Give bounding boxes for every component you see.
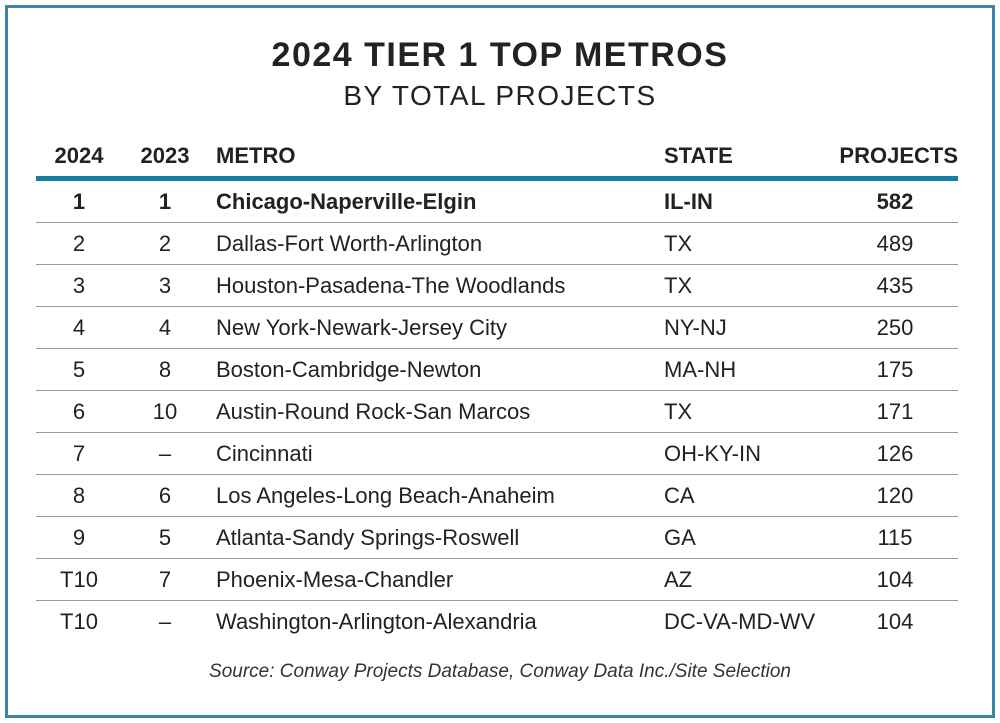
- rank-2024-cell: 6: [36, 390, 122, 433]
- state-cell: GA: [664, 516, 822, 559]
- rank-2024-cell: 5: [36, 348, 122, 391]
- projects-cell: 489: [822, 222, 958, 265]
- state-cell: TX: [664, 390, 822, 433]
- source-note: Source: Conway Projects Database, Conway…: [209, 661, 791, 682]
- rank-2024-cell: 3: [36, 264, 122, 307]
- rank-2023-cell: 6: [122, 474, 208, 517]
- table-row: 2 2 Dallas-Fort Worth-Arlington TX 489: [36, 222, 958, 265]
- rank-2024-cell: 7: [36, 432, 122, 475]
- metro-cell: Washington-Arlington-Alexandria: [216, 608, 537, 634]
- metro-cell: Cincinnati: [208, 432, 664, 475]
- rank-2024-cell: 1: [36, 178, 122, 223]
- state-cell: CA: [664, 474, 822, 517]
- rank-2023-cell: 5: [122, 516, 208, 559]
- metro-cell: New York-Newark-Jersey City: [208, 306, 664, 349]
- rank-2023-cell: 7: [122, 558, 208, 601]
- table-row: 1 1 Chicago-Naperville-Elgin IL-IN 582: [36, 178, 958, 223]
- projects-cell: 115: [822, 516, 958, 559]
- metro-cell: Boston-Cambridge-Newton: [208, 348, 664, 391]
- metro-cell: Chicago-Naperville-Elgin: [208, 178, 664, 223]
- table-row: T10 – Washington-Arlington-Alexandria DC-VA…: [36, 601, 958, 643]
- rank-2023-cell: 2: [122, 222, 208, 265]
- projects-cell: 104: [822, 558, 958, 601]
- projects-cell: 582: [822, 178, 958, 223]
- rank-2023-cell: 10: [122, 390, 208, 433]
- rank-2024-cell: T10: [36, 558, 122, 601]
- metro-cell: Los Angeles-Long Beach-Anaheim: [208, 474, 664, 517]
- table-row: 9 5 Atlanta-Sandy Springs-Roswell GA 115: [36, 516, 958, 559]
- column-header-metro: METRO: [216, 143, 296, 168]
- table-header-row: 2024 2023 METRO STATE PROJECTS: [36, 142, 958, 179]
- table-body: 1 1 Chicago-Naperville-Elgin IL-IN 582 2 2 Dall…: [36, 178, 958, 643]
- metro-cell: Phoenix-Mesa-Chandler: [208, 558, 664, 601]
- metro-cell: Atlanta-Sandy Springs-Roswell: [208, 516, 664, 559]
- projects-cell: 250: [822, 306, 958, 349]
- chart-title: 2024 TIER 1 TOP METROS: [271, 36, 729, 74]
- column-header-state: STATE: [664, 143, 733, 168]
- metro-cell: Dallas-Fort Worth-Arlington: [208, 222, 664, 265]
- state-cell: TX: [664, 264, 822, 307]
- state-cell: DC-VA-MD-WV: [664, 608, 816, 634]
- chart-subtitle: BY TOTAL PROJECTS: [343, 80, 657, 111]
- table-row: 3 3 Houston-Pasadena-The Woodlands TX 435: [36, 264, 958, 307]
- column-header-projects: PROJECTS: [839, 143, 958, 168]
- projects-cell: 171: [822, 390, 958, 433]
- projects-cell: 104: [876, 608, 914, 634]
- metro-cell: Austin-Round Rock-San Marcos: [208, 390, 664, 433]
- table-row: 4 4 New York-Newark-Jersey City NY-NJ 250: [36, 306, 958, 349]
- rank-2023-cell: 8: [122, 348, 208, 391]
- state-cell: IL-IN: [664, 178, 822, 223]
- state-cell: AZ: [664, 558, 822, 601]
- table-row: 6 10 Austin-Round Rock-San Marcos TX 171: [36, 390, 958, 433]
- rank-2023-cell: –: [122, 432, 208, 475]
- table-row: 7– Cincinnati OH-KY-IN 126: [36, 432, 958, 475]
- rank-2023-cell: 4: [122, 306, 208, 349]
- projects-cell: 120: [822, 474, 958, 517]
- state-cell: NY-NJ: [664, 306, 822, 349]
- rank-2023-cell: –: [158, 608, 172, 634]
- state-cell: TX: [664, 222, 822, 265]
- rank-2024-cell: T10: [60, 608, 98, 634]
- state-cell: MA-NH: [664, 348, 822, 391]
- projects-cell: 435: [822, 264, 958, 307]
- rank-2024-cell: 4: [36, 306, 122, 349]
- metros-table: 2024 2023 METRO STATE PROJECTS 1 1 Chicago…: [36, 142, 958, 642]
- table-row: 5 8 Boston-Cambridge-Newton MA-NH 175: [36, 348, 958, 391]
- state-cell: OH-KY-IN: [664, 432, 822, 475]
- column-header-2023: 2023: [140, 143, 190, 168]
- rank-2023-cell: 1: [122, 178, 208, 223]
- projects-cell: 175: [822, 348, 958, 391]
- rank-2024-cell: 2: [36, 222, 122, 265]
- table-row: T10 7 Phoenix-Mesa-Chandler AZ 104: [36, 558, 958, 601]
- rank-2024-cell: 9: [36, 516, 122, 559]
- rank-2023-cell: 3: [122, 264, 208, 307]
- rank-2024-cell: 8: [36, 474, 122, 517]
- metro-cell: Houston-Pasadena-The Woodlands: [208, 264, 664, 307]
- column-header-2024: 2024: [54, 143, 104, 168]
- projects-cell: 126: [822, 432, 958, 475]
- table-row: 8 6 Los Angeles-Long Beach-Anaheim CA 120: [36, 474, 958, 517]
